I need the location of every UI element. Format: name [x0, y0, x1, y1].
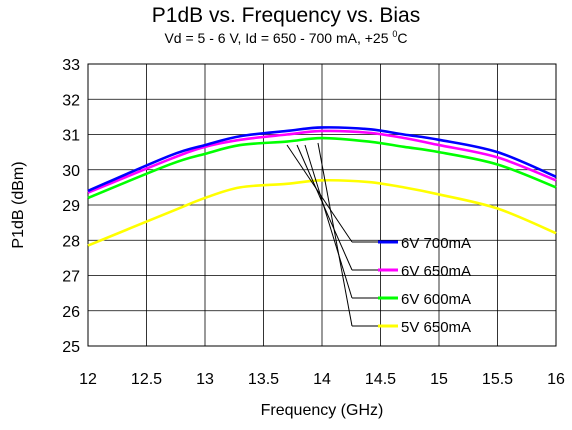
subtitle-superscript: 0: [392, 29, 398, 39]
x-axis-ticks: 12 12.5 13 13.5 14 14.5 15 15.5 16: [79, 371, 565, 388]
legend-pointer: [317, 142, 353, 327]
legend-label: 6V 700mA: [401, 235, 471, 252]
y-tick-label: 28: [62, 233, 80, 250]
y-tick-label: 30: [62, 163, 80, 180]
y-axis-label: P1dB (dBm): [10, 161, 27, 249]
legend-label: 6V 650mA: [401, 263, 471, 280]
plot-area: [87, 63, 557, 347]
y-tick-label: 27: [62, 269, 80, 286]
subtitle-text: Vd = 5 - 6 V, Id = 650 - 700 mA, +25: [164, 30, 389, 46]
x-tick-label: 13.5: [248, 371, 279, 388]
x-tick-label: 14.5: [365, 371, 396, 388]
x-tick-label: 15: [430, 371, 448, 388]
legend: 6V 700mA 6V 650mA 6V 600mA 5V 650mA: [378, 235, 471, 336]
x-tick-label: 14: [313, 371, 331, 388]
x-tick-label: 15.5: [482, 371, 513, 388]
series-line: [87, 136, 557, 200]
y-tick-label: 25: [62, 339, 80, 356]
series-line: [87, 178, 557, 247]
x-axis-label: Frequency (GHz): [260, 402, 384, 419]
legend-pointers: [286, 142, 378, 327]
chart-title: P1dB vs. Frequency vs. Bias: [151, 4, 421, 27]
subtitle-unit: C: [397, 30, 408, 46]
series-line: [87, 126, 557, 193]
y-tick-label: 29: [62, 198, 80, 215]
x-tick-label: 12.5: [131, 371, 162, 388]
y-tick-label: 31: [62, 128, 80, 145]
y-axis-ticks: 25 26 27 28 29 30 31 32 33: [62, 57, 80, 356]
legend-label: 5V 650mA: [401, 319, 471, 336]
x-tick-label: 12: [79, 371, 97, 388]
chart-subtitle: Vd = 5 - 6 V, Id = 650 - 700 mA, +25 0C: [0, 29, 572, 48]
series-lines: [87, 126, 557, 247]
y-tick-label: 26: [62, 304, 80, 321]
series-line: [87, 129, 557, 194]
x-tick-label: 13: [196, 371, 214, 388]
legend-pointer: [304, 144, 353, 299]
y-tick-label: 32: [62, 92, 80, 109]
y-tick-label: 33: [62, 57, 80, 74]
x-tick-label: 16: [547, 371, 565, 388]
legend-label: 6V 600mA: [401, 291, 471, 308]
